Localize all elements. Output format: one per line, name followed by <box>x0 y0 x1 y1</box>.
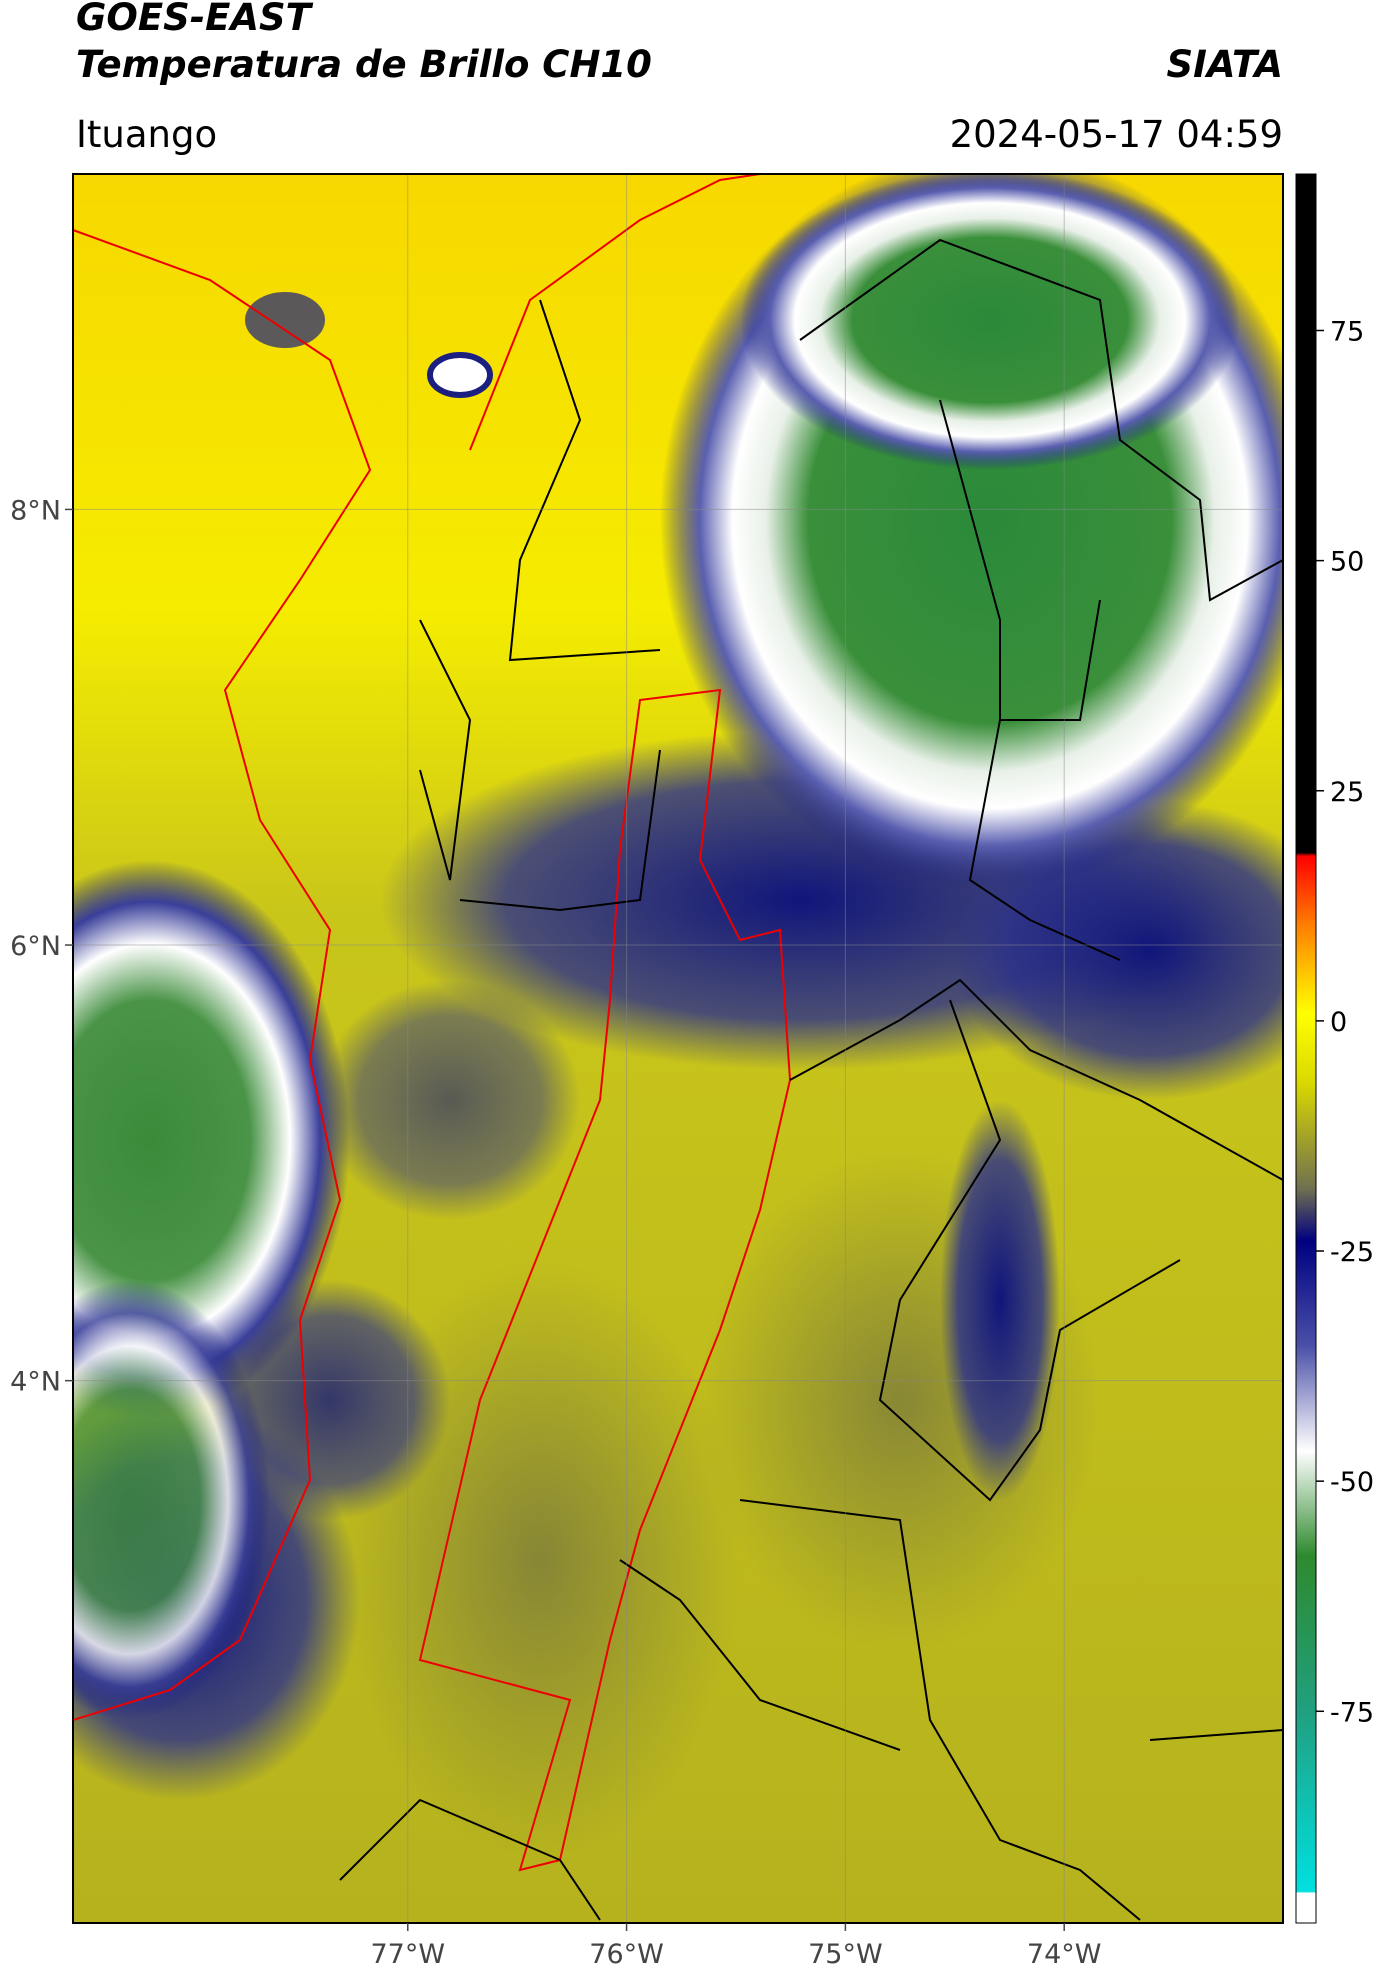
agency: SIATA <box>1166 43 1283 86</box>
title: GOES-EAST <box>76 0 314 39</box>
colorbar-tick-label: 0 <box>1330 1007 1347 1038</box>
colorbar-tick-label: 75 <box>1330 316 1364 347</box>
map-image <box>73 174 1283 1923</box>
x-tick-label: 74°W <box>1027 1939 1102 1970</box>
colorbar-tick-label: -25 <box>1330 1237 1374 1268</box>
colorbar-tick-label: -50 <box>1330 1467 1374 1498</box>
map-frame <box>72 173 1284 1924</box>
colorbar <box>1295 173 1317 1924</box>
grid <box>73 174 1283 1923</box>
subtitle: Temperatura de Brillo CH10 <box>76 43 652 86</box>
colorbar-tick-label: 50 <box>1330 547 1364 578</box>
location: Ituango <box>76 113 217 156</box>
x-tick-label: 76°W <box>589 1939 664 1970</box>
y-tick-label: 6°N <box>10 931 61 962</box>
x-tick-label: 77°W <box>370 1939 445 1970</box>
datetime: 2024-05-17 04:59 <box>950 113 1283 156</box>
y-tick-label: 8°N <box>10 495 61 526</box>
colorbar-tick-label: 25 <box>1330 777 1364 808</box>
x-tick-label: 75°W <box>808 1939 883 1970</box>
y-tick-label: 4°N <box>10 1367 61 1398</box>
colorbar-tick-label: -75 <box>1330 1697 1374 1728</box>
